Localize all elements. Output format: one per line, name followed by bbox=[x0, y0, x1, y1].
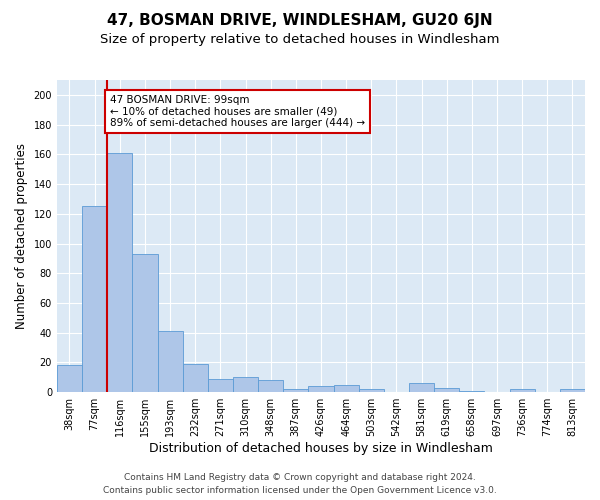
Bar bbox=[107, 153, 133, 392]
Bar bbox=[57, 366, 82, 392]
Bar bbox=[308, 386, 334, 392]
Bar bbox=[82, 206, 107, 392]
Bar bbox=[459, 390, 484, 392]
Bar bbox=[283, 389, 308, 392]
Y-axis label: Number of detached properties: Number of detached properties bbox=[15, 143, 28, 329]
Bar bbox=[133, 254, 158, 392]
Bar bbox=[182, 364, 208, 392]
Bar bbox=[434, 388, 459, 392]
Text: Contains HM Land Registry data © Crown copyright and database right 2024.
Contai: Contains HM Land Registry data © Crown c… bbox=[103, 474, 497, 495]
Bar bbox=[560, 389, 585, 392]
Bar bbox=[359, 389, 384, 392]
Bar bbox=[208, 379, 233, 392]
Bar bbox=[258, 380, 283, 392]
Bar bbox=[158, 332, 182, 392]
Text: 47, BOSMAN DRIVE, WINDLESHAM, GU20 6JN: 47, BOSMAN DRIVE, WINDLESHAM, GU20 6JN bbox=[107, 12, 493, 28]
Bar bbox=[233, 378, 258, 392]
Text: Size of property relative to detached houses in Windlesham: Size of property relative to detached ho… bbox=[100, 32, 500, 46]
Bar bbox=[334, 385, 359, 392]
Bar bbox=[509, 389, 535, 392]
Bar bbox=[409, 384, 434, 392]
Text: 47 BOSMAN DRIVE: 99sqm
← 10% of detached houses are smaller (49)
89% of semi-det: 47 BOSMAN DRIVE: 99sqm ← 10% of detached… bbox=[110, 95, 365, 128]
X-axis label: Distribution of detached houses by size in Windlesham: Distribution of detached houses by size … bbox=[149, 442, 493, 455]
